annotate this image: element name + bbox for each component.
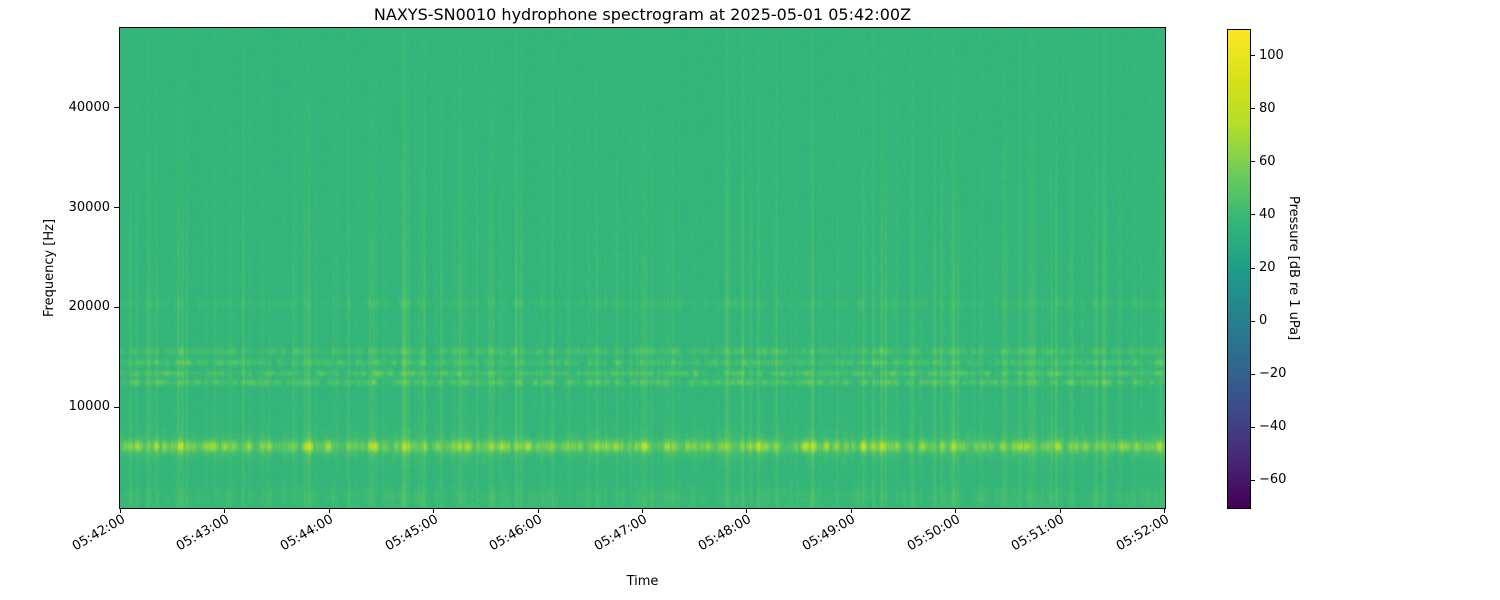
y-tick-mark	[114, 107, 119, 109]
x-tick-label: 05:49:00	[800, 512, 859, 555]
y-tick-label: 40000	[68, 99, 110, 115]
x-tick-label: 05:42:00	[69, 512, 128, 555]
colorbar-tick-label: −60	[1259, 472, 1287, 488]
colorbar-tick-mark	[1251, 320, 1255, 322]
colorbar-tick-label: 60	[1259, 153, 1276, 169]
colorbar-gradient	[1228, 30, 1250, 508]
colorbar-tick-label: 0	[1259, 313, 1268, 329]
x-tick-label: 05:47:00	[591, 512, 650, 555]
spectrogram-heatmap	[120, 28, 1165, 508]
chart-title: NAXYS-SN0010 hydrophone spectrogram at 2…	[373, 5, 912, 24]
colorbar-tick-label: −40	[1259, 419, 1287, 435]
x-tick-mark	[746, 508, 748, 513]
colorbar-tick-mark	[1251, 426, 1255, 428]
y-tick-label: 20000	[68, 299, 110, 315]
colorbar-tick-mark	[1251, 267, 1255, 269]
y-tick-mark	[114, 306, 119, 308]
colorbar-tick-mark	[1251, 55, 1255, 57]
x-tick-mark	[120, 508, 121, 513]
colorbar-tick-label: 100	[1259, 47, 1284, 63]
x-tick-mark	[850, 508, 852, 513]
colorbar-tick-mark	[1251, 373, 1255, 375]
x-tick-label: 05:51:00	[1009, 512, 1068, 555]
x-tick-label: 05:52:00	[1113, 512, 1172, 555]
colorbar-tick-label: 40	[1259, 206, 1276, 222]
colorbar-tick-label: −20	[1259, 366, 1287, 382]
x-tick-label: 05:45:00	[382, 512, 441, 555]
x-tick-mark	[955, 508, 957, 513]
y-tick-mark	[114, 207, 119, 209]
y-tick-label: 10000	[68, 399, 110, 415]
x-tick-mark	[1059, 508, 1061, 513]
y-tick-mark	[114, 406, 119, 408]
x-tick-label: 05:48:00	[695, 512, 754, 555]
colorbar-label: Pressure [dB re 1 uPa]	[1286, 195, 1301, 341]
x-tick-label: 05:50:00	[904, 512, 963, 555]
y-tick-label: 30000	[68, 199, 110, 215]
colorbar-tick-label: 80	[1259, 100, 1276, 116]
x-tick-mark	[642, 508, 643, 513]
colorbar-tick-mark	[1251, 161, 1255, 163]
x-tick-mark	[1164, 508, 1165, 513]
colorbar-tick-mark	[1251, 214, 1255, 216]
x-tick-mark	[224, 508, 226, 513]
x-tick-mark	[537, 508, 539, 513]
x-tick-label: 05:46:00	[487, 512, 546, 555]
colorbar-tick-label: 20	[1259, 260, 1276, 275]
x-tick-label: 05:43:00	[173, 512, 232, 555]
colorbar	[1227, 29, 1251, 509]
x-axis-label: Time	[626, 574, 659, 589]
x-tick-mark	[433, 508, 435, 513]
colorbar-tick-mark	[1251, 479, 1255, 481]
plot-area	[119, 27, 1166, 509]
x-tick-mark	[328, 508, 330, 513]
colorbar-tick-mark	[1251, 108, 1255, 110]
x-tick-label: 05:44:00	[278, 512, 337, 555]
